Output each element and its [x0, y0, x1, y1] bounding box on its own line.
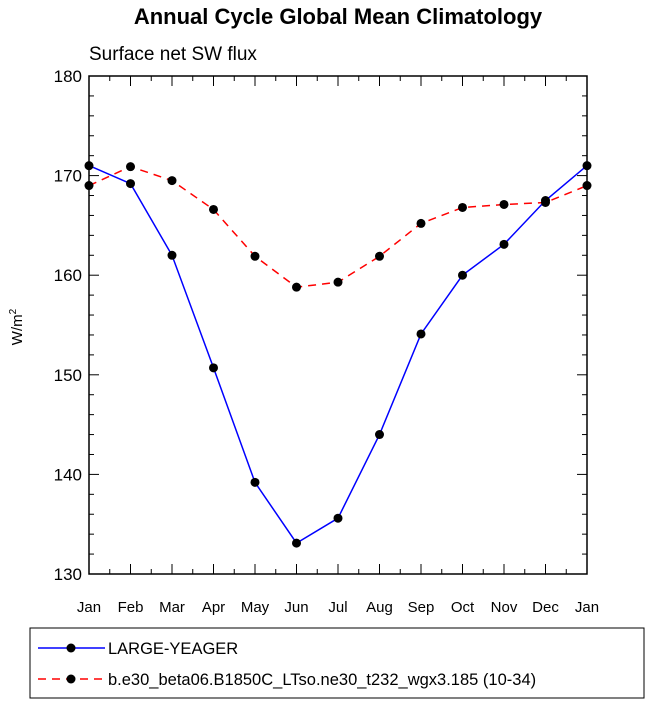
series-1-point — [250, 251, 260, 261]
series-1-point — [126, 162, 135, 172]
y-axis-label-text: W/m — [9, 314, 26, 345]
x-tick-label: Jul — [328, 599, 347, 616]
series-0-point — [458, 270, 467, 280]
svg-text:W/m2: W/m2 — [8, 308, 26, 345]
y-tick-label: 160 — [54, 266, 82, 285]
series-0-point — [416, 329, 426, 339]
x-tick-label: Nov — [491, 599, 518, 616]
chart-title: Annual Cycle Global Mean Climatology — [134, 4, 543, 29]
series-0-point — [499, 239, 509, 249]
series-1-point — [541, 197, 550, 207]
legend-label-large-yeager: LARGE-YEAGER — [108, 640, 238, 658]
plot-frame — [88, 75, 588, 575]
series-1-point — [333, 277, 343, 287]
legend-label-b-e30: b.e30_beta06.B1850C_LTso.ne30_t232_wgx3.… — [108, 671, 536, 689]
legend-box — [29, 627, 645, 699]
series-1-point — [458, 202, 467, 212]
series-line-0 — [88, 164, 588, 545]
x-tick-label: Jan — [575, 599, 599, 616]
y-axis-label-superscript: 2 — [8, 308, 19, 314]
series-0-point — [167, 250, 177, 260]
chart-subtitle: Surface net SW flux — [89, 44, 257, 65]
series-0-point — [126, 179, 135, 189]
x-tick-label: Jun — [284, 599, 308, 616]
x-tick-label: Oct — [451, 599, 475, 616]
x-tick-label: Mar — [159, 599, 185, 616]
x-tick-label: Dec — [532, 599, 559, 616]
x-tick-label: Aug — [366, 599, 393, 616]
y-tick-label: 140 — [54, 465, 82, 484]
series-1-point — [167, 176, 177, 186]
y-tick-label: 180 — [54, 67, 82, 86]
y-tick-label: 150 — [54, 366, 82, 385]
legend-marker-large-yeager — [66, 643, 76, 653]
series-1-point — [292, 282, 301, 292]
x-tick-label: May — [241, 599, 270, 616]
x-tick-label: Sep — [408, 599, 435, 616]
series-0-point — [375, 430, 384, 440]
series-line-1 — [88, 165, 588, 288]
y-tick-label: 170 — [54, 167, 82, 186]
series-0-point — [209, 363, 218, 373]
x-tick-label: Feb — [118, 599, 144, 616]
x-tick-label: Jan — [77, 599, 101, 616]
series-layer — [84, 161, 592, 548]
series-1-point — [416, 218, 426, 228]
series-1-point — [499, 199, 509, 209]
series-0-point — [333, 513, 343, 523]
tick-layer: 130 140 150 160 170 180 Jan Feb Mar Apr May Jun Jul A… — [54, 67, 599, 616]
series-1-point — [209, 204, 218, 214]
series-0-point — [292, 538, 301, 548]
y-axis-label: W/m2 — [8, 308, 26, 345]
legend: LARGE-YEAGER b.e30_beta06.B1850C_LTso.ne… — [29, 627, 645, 699]
x-tick-label: Apr — [202, 599, 225, 616]
series-1-point — [375, 251, 384, 261]
y-tick-label: 130 — [54, 565, 82, 584]
legend-marker-b-e30 — [66, 674, 76, 684]
series-0-point — [250, 477, 260, 487]
